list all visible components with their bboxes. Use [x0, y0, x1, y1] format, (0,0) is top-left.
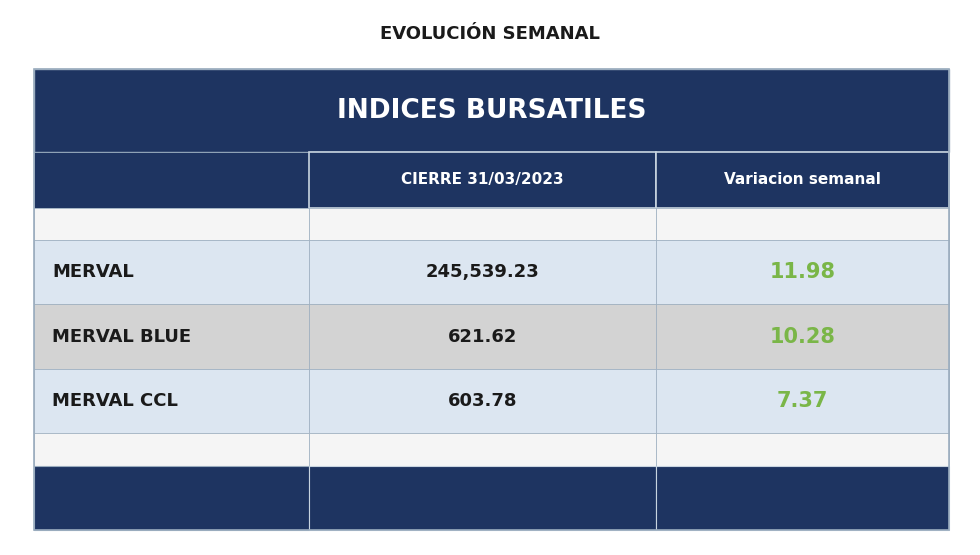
Text: 621.62: 621.62 [448, 327, 517, 346]
Text: MERVAL CCL: MERVAL CCL [52, 392, 177, 410]
Text: 11.98: 11.98 [769, 262, 835, 282]
Text: Variacion semanal: Variacion semanal [724, 173, 881, 188]
Text: MERVAL: MERVAL [52, 263, 133, 281]
Text: INDICES BURSATILES: INDICES BURSATILES [337, 98, 646, 124]
Text: 603.78: 603.78 [448, 392, 517, 410]
Text: 245,539.23: 245,539.23 [425, 263, 539, 281]
Text: 7.37: 7.37 [777, 391, 828, 411]
Text: MERVAL BLUE: MERVAL BLUE [52, 327, 191, 346]
Text: CIERRE 31/03/2023: CIERRE 31/03/2023 [401, 173, 564, 188]
Text: 10.28: 10.28 [769, 326, 835, 346]
Text: EVOLUCIÓN SEMANAL: EVOLUCIÓN SEMANAL [380, 25, 600, 43]
